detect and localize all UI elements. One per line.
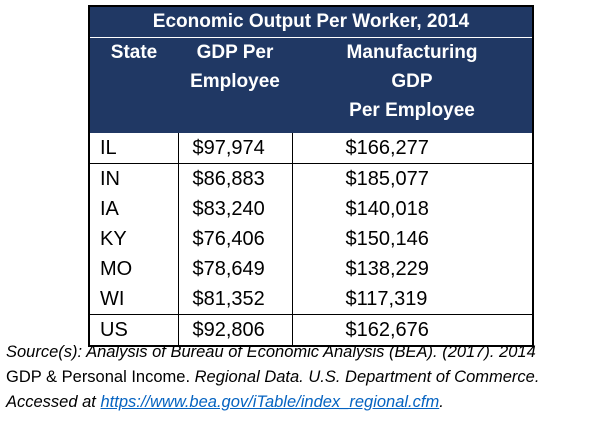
source-line: Accessed at https://www.bea.gov/iTable/i… bbox=[6, 393, 444, 412]
table-cell: $83,240 bbox=[177, 194, 292, 224]
table-cell: $138,229 bbox=[291, 254, 533, 284]
table-row: IN $86,883 $185,077 bbox=[89, 163, 533, 194]
table-cell: $185,077 bbox=[291, 163, 533, 194]
source-text: Source(s): Analysis of Bureau of Economi… bbox=[6, 343, 536, 361]
table-cell: $81,352 bbox=[177, 284, 292, 315]
table-cell: $117,319 bbox=[291, 284, 533, 315]
source-text: GDP & Personal Income. bbox=[6, 368, 191, 386]
header-row: State GDP Per Employee Manufacturing GDP Per … bbox=[89, 37, 533, 133]
table-cell: MO bbox=[100, 257, 133, 280]
table-cell: $150,146 bbox=[291, 224, 533, 254]
source-line: GDP & Personal Income. Regional Data. U.… bbox=[6, 368, 539, 387]
table-cell: IL bbox=[100, 136, 117, 159]
table-title: Economic Output Per Worker, 2014 bbox=[89, 6, 533, 38]
table-cell: KY bbox=[100, 227, 127, 250]
column-header: Manufacturing GDP Per Employee bbox=[292, 37, 533, 133]
table-cell: IA bbox=[100, 197, 119, 220]
table-row: MO $78,649 $138,229 bbox=[89, 254, 533, 284]
table-cell: $162,676 bbox=[291, 314, 533, 346]
header-line: State bbox=[110, 42, 158, 63]
source-text: Accessed at bbox=[6, 393, 101, 411]
header-line: GDP Per bbox=[196, 42, 274, 63]
header-line: Manufacturing bbox=[346, 42, 478, 63]
table-cell: $78,649 bbox=[177, 254, 292, 284]
table-row: KY $76,406 $150,146 bbox=[89, 224, 533, 254]
header-line: Employee bbox=[190, 71, 280, 92]
column-header: State bbox=[89, 37, 178, 133]
table-cell: $76,406 bbox=[177, 224, 292, 254]
table-cell: $86,883 bbox=[177, 163, 292, 194]
table-cell: $92,806 bbox=[177, 314, 292, 346]
table-row: IL $97,974 $166,277 bbox=[89, 133, 533, 164]
table-cell: US bbox=[89, 314, 178, 346]
table-cell: $166,277 bbox=[291, 133, 533, 164]
table-cell: $140,018 bbox=[291, 194, 533, 224]
source-link[interactable]: https://www.bea.gov/iTable/index_regiona… bbox=[100, 393, 440, 411]
table-cell: IN bbox=[89, 163, 178, 194]
table-cell: WI bbox=[100, 287, 125, 310]
table-row: WI $81,352 $117,319 bbox=[89, 284, 533, 315]
column-header: GDP Per Employee bbox=[178, 37, 292, 133]
output-table: Economic Output Per Worker, 2014 State GD… bbox=[88, 5, 534, 347]
header-line: Per Employee bbox=[349, 100, 475, 121]
table-row: IA $83,240 $140,018 bbox=[89, 194, 533, 224]
table-cell: $97,974 bbox=[177, 133, 292, 164]
table-row: US $92,806 $162,676 bbox=[89, 314, 533, 346]
source-text: . bbox=[439, 393, 444, 411]
source-line: Source(s): Analysis of Bureau of Economi… bbox=[6, 343, 536, 362]
source-text: Regional Data. U.S. Department of Commer… bbox=[190, 368, 540, 386]
header-line: GDP bbox=[391, 71, 433, 92]
